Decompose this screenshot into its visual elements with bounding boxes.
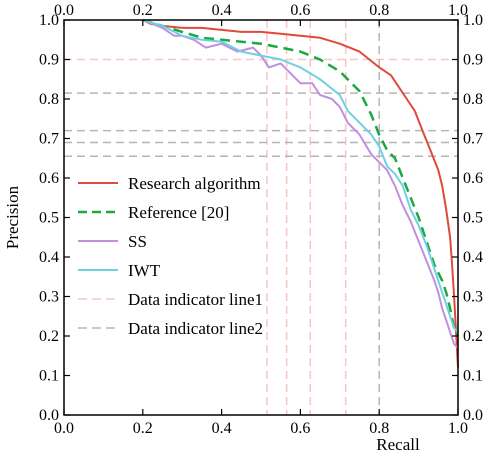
y-tick-label-left: 0.0 bbox=[39, 407, 59, 424]
series-layer bbox=[142, 18, 460, 368]
y-tick-label-right: 0.1 bbox=[463, 368, 483, 385]
x-tick-label-bottom: 0.4 bbox=[212, 420, 232, 437]
series-line-reference-20 bbox=[142, 18, 460, 337]
y-tick-label-left: 0.7 bbox=[39, 131, 59, 148]
legend-label-ss: SS bbox=[128, 232, 147, 251]
x-tick-label-top: 0.0 bbox=[54, 2, 74, 19]
series-line-iwt bbox=[142, 19, 459, 333]
x-tick-label-bottom: 0.6 bbox=[290, 420, 310, 437]
y-tick-label-left: 0.4 bbox=[39, 249, 59, 266]
x-tick-label-top: 0.2 bbox=[133, 2, 153, 19]
y-tick-label-right: 1.0 bbox=[463, 12, 483, 29]
x-tick-label-top: 1.0 bbox=[448, 2, 468, 19]
series-line-research-algorithm bbox=[142, 19, 459, 368]
x-tick-label-top: 0.8 bbox=[369, 2, 389, 19]
y-tick-label-right: 0.4 bbox=[463, 249, 483, 266]
x-tick-label-top: 0.4 bbox=[212, 2, 232, 19]
y-tick-label-right: 0.3 bbox=[463, 289, 483, 306]
series-line-ss bbox=[142, 19, 459, 349]
y-tick-label-right: 0.2 bbox=[463, 328, 483, 345]
legend-label-iwt: IWT bbox=[128, 261, 161, 280]
x-tick-label-bottom: 0.0 bbox=[54, 420, 74, 437]
x-tick-label-bottom: 0.2 bbox=[133, 420, 153, 437]
y-tick-label-left: 0.8 bbox=[39, 91, 59, 108]
plot-frame bbox=[63, 19, 459, 416]
legend-label-data-indicator-line2: Data indicator line2 bbox=[128, 319, 263, 338]
legend: Research algorithm Reference [20] SS IWT Dat… bbox=[78, 174, 263, 338]
y-tick-label-left: 0.1 bbox=[39, 368, 59, 385]
legend-label-data-indicator-line1: Data indicator line1 bbox=[128, 290, 263, 309]
y-tick-label-right: 0.6 bbox=[463, 170, 483, 187]
y-tick-label-left: 0.5 bbox=[39, 210, 59, 227]
legend-label-research-algorithm: Research algorithm bbox=[128, 174, 261, 193]
legend-label-reference-20: Reference [20] bbox=[128, 203, 229, 222]
y-tick-label-right: 0.5 bbox=[463, 210, 483, 227]
y-tick-label-left: 0.3 bbox=[39, 289, 59, 306]
y-tick-label-left: 1.0 bbox=[39, 12, 59, 29]
y-axis-title: Precision bbox=[3, 185, 22, 249]
y-tick-label-left: 0.6 bbox=[39, 170, 59, 187]
y-tick-label-right: 0.7 bbox=[463, 131, 483, 148]
ticks-layer: 0.00.00.20.20.40.40.60.60.80.81.01.00.0 0… bbox=[39, 2, 483, 437]
y-tick-label-right: 0.0 bbox=[463, 407, 483, 424]
y-tick-label-left: 0.2 bbox=[39, 328, 59, 345]
indicator-lines-layer bbox=[64, 20, 458, 415]
y-tick-label-left: 0.9 bbox=[39, 52, 59, 69]
y-tick-label-right: 0.9 bbox=[463, 52, 483, 69]
x-tick-label-top: 0.6 bbox=[290, 2, 310, 19]
y-tick-label-right: 0.8 bbox=[463, 91, 483, 108]
x-tick-label-bottom: 0.8 bbox=[369, 420, 389, 437]
x-axis-title: Recall bbox=[376, 435, 420, 454]
x-tick-label-bottom: 1.0 bbox=[448, 420, 468, 437]
